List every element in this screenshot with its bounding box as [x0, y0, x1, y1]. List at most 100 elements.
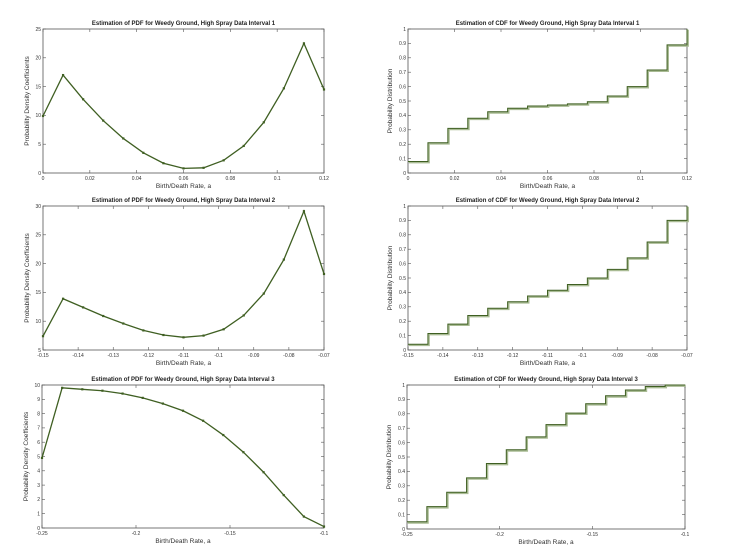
x-tick-label: -0.1	[578, 353, 587, 359]
data-point	[41, 335, 45, 338]
y-tick-label: 0.9	[398, 397, 405, 403]
axes-box	[406, 384, 686, 530]
y-tick-label: 0.3	[399, 305, 406, 311]
chart-3: -0.15 -0.14 -0.13 -0.12 -0.11 -0.1 -0.09 -0.08 -…	[24, 198, 330, 367]
y-tick-label: 0.1	[399, 156, 406, 162]
y-tick-label: 0.2	[399, 319, 406, 325]
data-point	[282, 494, 285, 497]
x-tick-label: -0.2	[495, 532, 504, 538]
x-tick-label: 0.08	[589, 176, 599, 182]
x-tick-label: 0.1	[637, 176, 644, 182]
y-tick-label: 10	[34, 383, 40, 389]
axes-box	[41, 384, 325, 529]
data-point	[81, 388, 84, 391]
y-tick-label: 0.4	[399, 113, 406, 119]
y-tick-label: 5	[38, 142, 41, 148]
data-point	[262, 471, 265, 474]
y-tick-label: 0.8	[399, 56, 406, 62]
data-point	[222, 328, 225, 331]
y-tick-label: 0.1	[398, 512, 405, 518]
y-tick-label: 5	[38, 348, 41, 354]
data-point	[101, 389, 104, 392]
y-tick-label: 9	[37, 397, 40, 403]
data-point	[182, 336, 185, 339]
data-point	[61, 297, 65, 300]
x-tick-label: -0.1	[681, 532, 690, 538]
cdf-step-line	[408, 29, 688, 162]
x-tick-label: 0.12	[319, 176, 329, 182]
y-tick-label: 6	[37, 440, 40, 446]
x-tick-label: -0.08	[283, 353, 295, 359]
chart-2: 0 0.02 0.04 0.06 0.08 0.1 0.12 0 0.1 0.2 0.3 0.4 0.5…	[387, 21, 692, 190]
y-tick-label: 10	[35, 113, 41, 119]
x-tick-label: -0.1	[320, 531, 329, 537]
y-tick-label: 0.7	[398, 426, 405, 432]
x-tick-label: -0.11	[178, 353, 189, 359]
x-tick-label: -0.13	[108, 353, 120, 359]
x-tick-label: -0.25	[36, 531, 48, 537]
x-tick-label: -0.08	[646, 353, 658, 359]
data-point	[262, 292, 265, 295]
y-tick-label: 0.6	[399, 84, 406, 90]
y-tick-label: 0.3	[398, 484, 405, 490]
x-tick-label: 0.1	[274, 176, 281, 182]
chart-title: Estimation of PDF for Weedy Ground, High…	[91, 377, 275, 383]
cdf-step-shadow	[408, 206, 689, 347]
x-tick-label: -0.1	[214, 353, 223, 359]
y-tick-label: 1	[402, 383, 405, 389]
data-point	[322, 88, 326, 91]
y-tick-label: 0.8	[398, 412, 405, 418]
x-tick-label: -0.15	[587, 532, 599, 538]
y-tick-label: 0.3	[399, 128, 406, 134]
y-tick-label: 0	[402, 527, 405, 533]
y-axis-label: Probability Distribution	[386, 424, 393, 489]
data-point	[102, 119, 105, 122]
y-tick-label: 0.4	[398, 469, 405, 475]
data-point	[142, 329, 145, 332]
y-tick-label: 7	[37, 426, 40, 432]
data-point	[181, 409, 185, 412]
axes-box	[407, 205, 688, 351]
data-point	[302, 515, 305, 518]
axes-box	[42, 205, 325, 351]
y-tick-label: 3	[37, 483, 40, 489]
data-point	[141, 396, 144, 399]
x-tick-label: -0.14	[437, 353, 449, 359]
y-tick-label: 2	[37, 497, 40, 503]
chart-title: Estimation of CDF for Weedy Ground, High…	[454, 377, 638, 383]
x-tick-label: -0.07	[681, 353, 693, 359]
y-tick-label: 0.7	[399, 247, 406, 253]
y-tick-label: 0.5	[399, 276, 406, 282]
x-axis-label: Birth/Death Rate, a	[518, 539, 574, 546]
pdf-line	[41, 387, 325, 528]
x-tick-label: 0	[42, 176, 45, 182]
y-axis-label: Probability Density Coefficients	[24, 56, 31, 146]
y-tick-label: 0.9	[399, 41, 406, 47]
x-axis-label: Birth/Death Rate, a	[156, 360, 212, 367]
data-point	[162, 333, 165, 337]
axes-box	[407, 28, 688, 174]
data-point	[322, 525, 326, 528]
x-tick-label: -0.07	[318, 353, 330, 359]
y-tick-label: 1	[37, 512, 40, 518]
data-point	[242, 451, 245, 454]
data-point	[82, 306, 85, 309]
y-tick-label: 4	[37, 469, 40, 475]
y-tick-label: 1	[403, 204, 406, 210]
pdf-line	[42, 209, 325, 338]
y-tick-label: 0	[403, 171, 406, 177]
cdf-step-shadow	[407, 384, 686, 524]
data-point	[202, 419, 205, 422]
data-point	[102, 314, 105, 318]
y-tick-label: 30	[35, 204, 41, 210]
y-tick-label: 0.9	[399, 218, 406, 224]
x-tick-label: -0.25	[401, 532, 413, 538]
data-point	[121, 392, 124, 395]
chart-4: -0.15 -0.14 -0.13 -0.12 -0.11 -0.1 -0.09 -0.08 -…	[387, 198, 693, 367]
y-tick-label: 5	[37, 454, 40, 460]
data-point	[282, 258, 285, 261]
data-point	[302, 42, 306, 45]
y-tick-label: 0	[37, 526, 40, 532]
pdf-line	[42, 41, 325, 170]
